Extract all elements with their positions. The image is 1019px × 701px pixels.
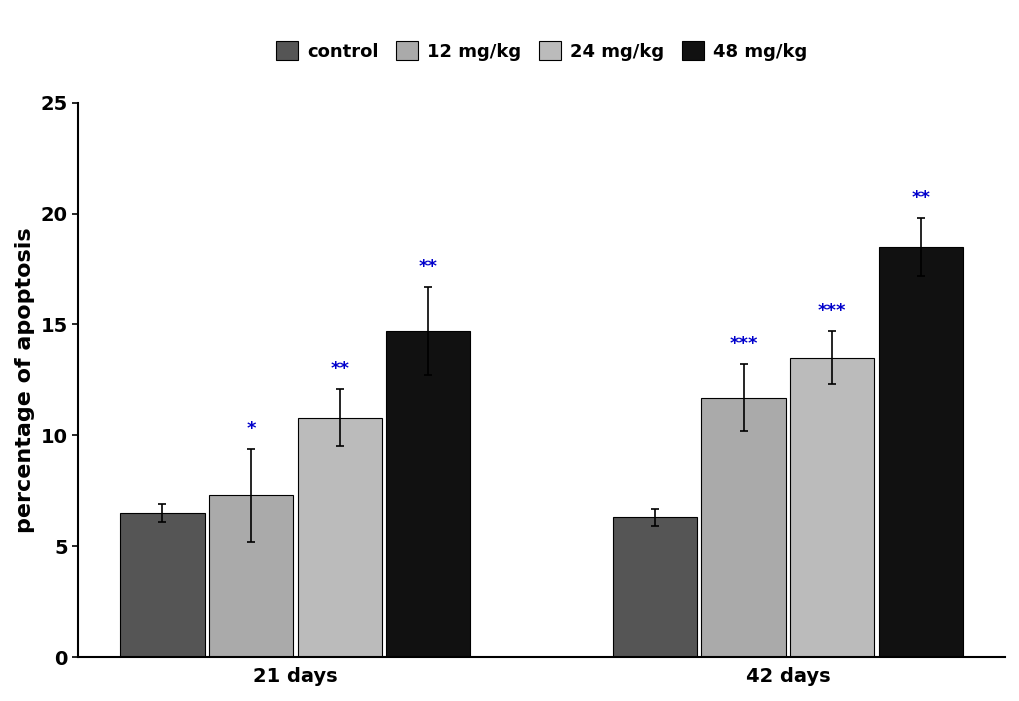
Y-axis label: percentage of apoptosis: percentage of apoptosis <box>15 227 35 533</box>
Text: **: ** <box>330 360 348 378</box>
Bar <box>612 517 696 658</box>
Text: **: ** <box>910 189 929 207</box>
Bar <box>298 418 381 658</box>
Legend: control, 12 mg/kg, 24 mg/kg, 48 mg/kg: control, 12 mg/kg, 24 mg/kg, 48 mg/kg <box>269 34 813 68</box>
Bar <box>120 513 205 658</box>
Text: ***: *** <box>729 335 757 353</box>
Text: *: * <box>247 420 256 437</box>
Text: **: ** <box>419 258 437 275</box>
Text: ***: *** <box>817 302 846 320</box>
Bar <box>209 496 292 658</box>
Bar <box>386 331 470 658</box>
Bar <box>701 397 785 658</box>
Bar <box>877 247 962 658</box>
Bar <box>790 358 873 658</box>
